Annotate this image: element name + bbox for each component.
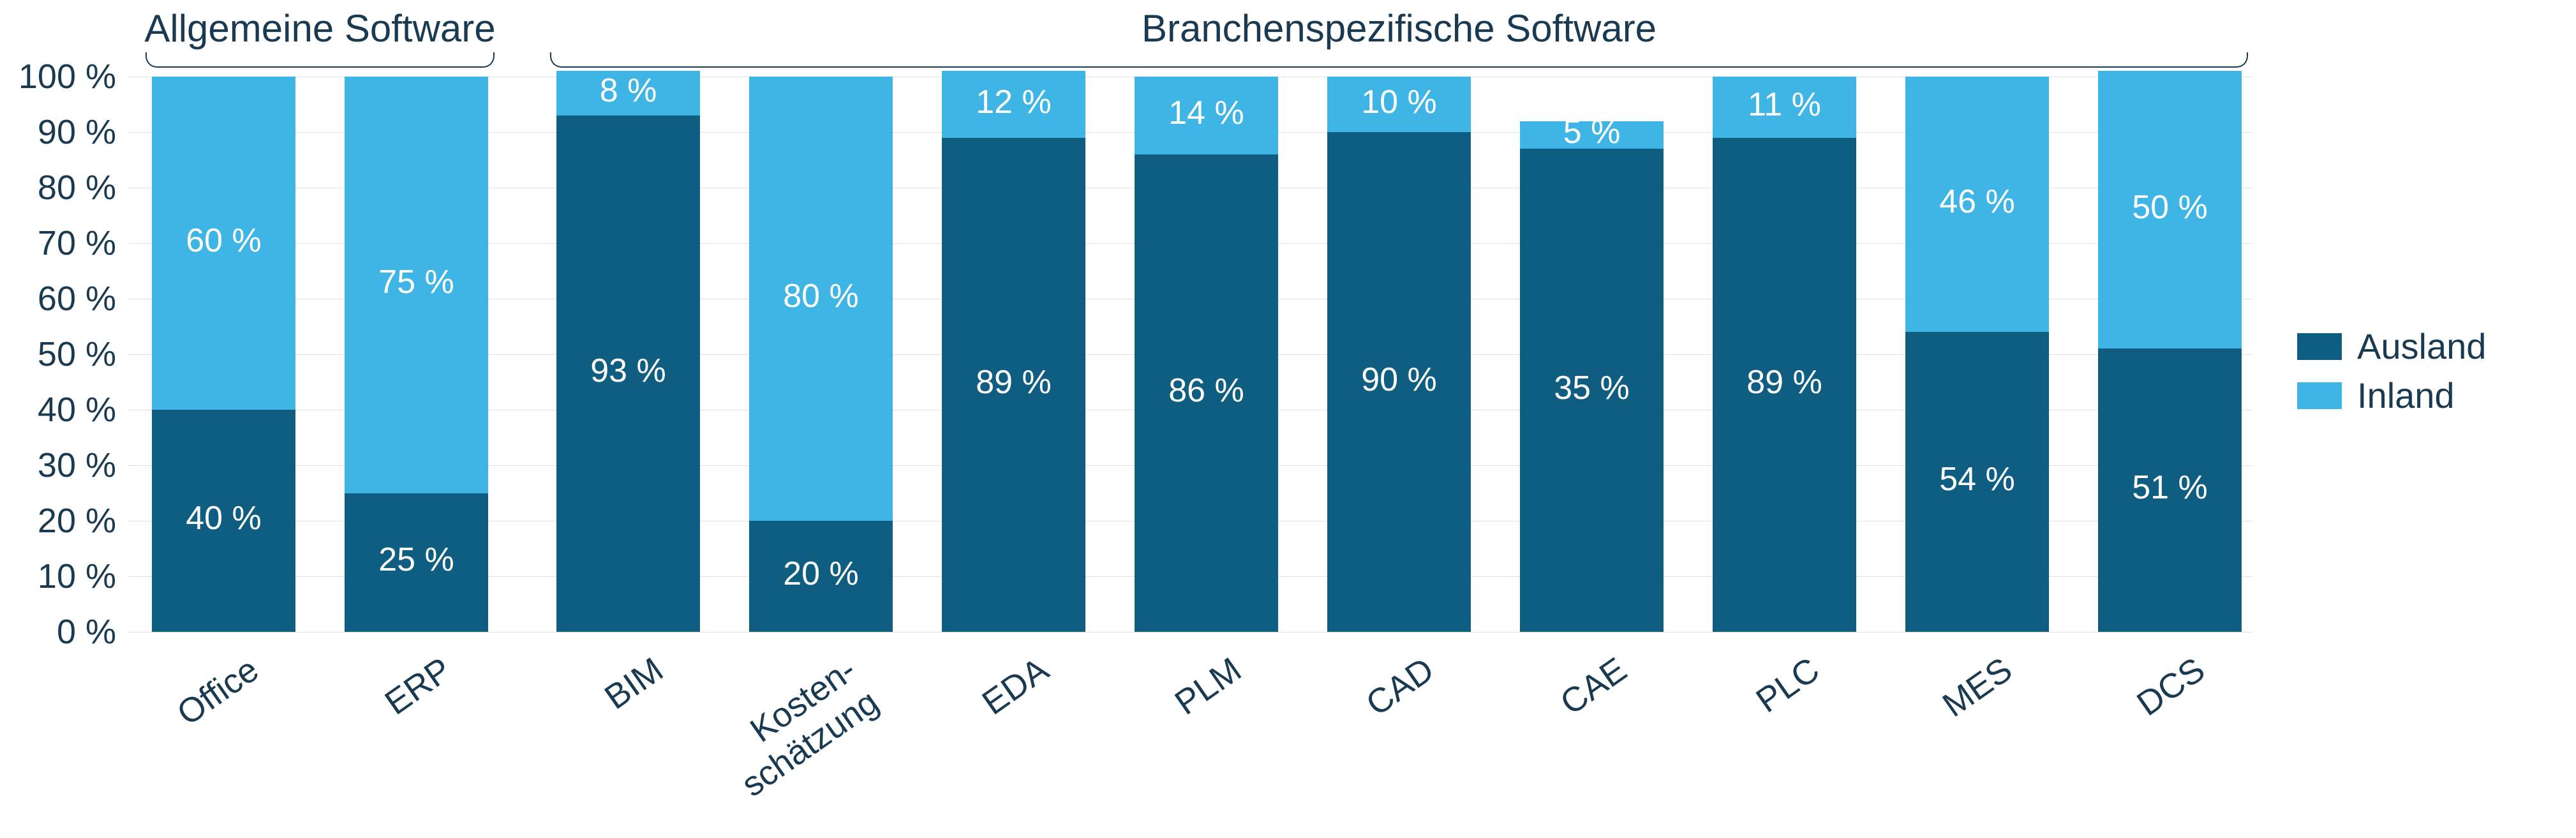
legend-swatch [2297, 333, 2342, 360]
bar: 54 % 46 % [1905, 77, 2049, 632]
group-label: Allgemeine Software [144, 6, 495, 50]
bar-segment-inland: 14 % [1135, 77, 1278, 154]
bar-segment-ausland: 89 % [1713, 138, 1856, 632]
bar-segment-ausland: 35 % [1520, 149, 1664, 632]
bar: 40 % 60 % [152, 77, 295, 632]
bar-segment-inland: 10 % [1327, 77, 1471, 132]
legend-swatch [2297, 382, 2342, 409]
group-bracket [550, 52, 2248, 68]
x-tick-label: BIM [480, 650, 670, 799]
bar-value-label: 14 % [1168, 94, 1244, 132]
legend-label: Inland [2357, 375, 2455, 416]
y-tick-label: 100 % [19, 57, 128, 96]
bar-value-label: 90 % [1361, 361, 1437, 399]
bar-value-label: 80 % [783, 277, 859, 315]
bar: 25 % 75 % [345, 77, 488, 632]
bar-value-label: 75 % [378, 263, 454, 301]
bar-segment-inland: 46 % [1905, 77, 2049, 332]
bar-segment-inland: 80 % [749, 77, 893, 521]
x-tick-label: ERP [268, 650, 458, 799]
bar: 89 % 11 % [1713, 77, 1856, 632]
bar-segment-inland: 8 % [556, 71, 700, 116]
legend-item: Inland [2297, 375, 2486, 416]
bar-segment-inland: 5 % [1520, 121, 1664, 149]
legend-item: Ausland [2297, 325, 2486, 367]
bar-value-label: 40 % [186, 499, 262, 537]
bar-value-label: 54 % [1939, 460, 2015, 498]
bar-segment-ausland: 90 % [1327, 132, 1471, 632]
group-label: Branchenspezifische Software [1142, 6, 1657, 50]
bar-value-label: 46 % [1939, 183, 2015, 221]
bar-value-label: 60 % [186, 221, 262, 260]
bar: 86 % 14 % [1135, 77, 1278, 632]
y-tick-label: 80 % [38, 168, 128, 207]
bar-value-label: 89 % [1746, 363, 1822, 401]
bar-segment-ausland: 20 % [749, 521, 893, 632]
x-tick-label: DCS [2021, 650, 2212, 799]
bar-value-label: 8 % [600, 71, 657, 110]
x-tick-label: Office [75, 650, 265, 799]
bar-segment-inland: 50 % [2098, 71, 2242, 348]
bar-value-label: 89 % [976, 363, 1052, 401]
bar-segment-inland: 75 % [345, 77, 488, 493]
x-tick-label: Kosten- schätzung [673, 650, 885, 832]
x-tick-label: CAE [1443, 650, 1634, 799]
y-tick-label: 60 % [38, 279, 128, 318]
y-tick-label: 50 % [38, 334, 128, 374]
bar-segment-ausland: 40 % [152, 410, 295, 632]
bar-segment-ausland: 25 % [345, 493, 488, 632]
group-bracket [145, 52, 495, 68]
bar-segment-ausland: 89 % [942, 138, 1085, 632]
legend-label: Ausland [2357, 325, 2486, 367]
y-tick-label: 90 % [38, 112, 128, 152]
bar-segment-inland: 11 % [1713, 77, 1856, 138]
bar: 35 % 5 % [1520, 77, 1664, 632]
bar: 90 % 10 % [1327, 77, 1471, 632]
y-tick-label: 0 % [57, 612, 128, 652]
x-tick-label: CAD [1251, 650, 1441, 799]
bar: 20 % 80 % [749, 77, 893, 632]
bar-value-label: 5 % [1563, 113, 1621, 151]
bar-value-label: 50 % [2132, 188, 2208, 227]
bar-value-label: 93 % [590, 352, 666, 390]
y-tick-label: 10 % [38, 557, 128, 596]
bar-segment-ausland: 86 % [1135, 154, 1278, 632]
x-tick-label: MES [1829, 650, 2019, 799]
y-tick-label: 20 % [38, 501, 128, 541]
plot-area: 0 %10 %20 %30 %40 %50 %60 %70 %80 %90 %1… [128, 77, 2252, 632]
bar-value-label: 20 % [783, 555, 859, 593]
stacked-bar-chart: 0 % 10 % 20 % 30 % 40 % 50 % 60 % 70 % 80 % 90 % 1… [0, 0, 2576, 838]
y-tick-label: 40 % [38, 390, 128, 430]
bar: 89 % 12 % [942, 77, 1085, 632]
bar-value-label: 11 % [1748, 86, 1821, 124]
bar: 51 % 50 % [2098, 77, 2242, 632]
bar-segment-inland: 12 % [942, 71, 1085, 137]
legend: Ausland Inland [2297, 325, 2486, 424]
bar: 93 %8 % [556, 77, 700, 632]
bar-value-label: 25 % [378, 541, 454, 579]
y-tick-label: 70 % [38, 223, 128, 263]
y-tick-label: 30 % [38, 445, 128, 485]
bar-value-label: 35 % [1554, 369, 1630, 407]
x-tick-label: PLM [1058, 650, 1248, 799]
x-tick-label: EDA [865, 650, 1055, 799]
x-tick-label: PLC [1636, 650, 1826, 799]
bar-segment-ausland: 93 % [556, 116, 700, 632]
bar-value-label: 86 % [1168, 371, 1244, 410]
bar-segment-ausland: 54 % [1905, 332, 2049, 632]
bar-value-label: 10 % [1361, 83, 1437, 121]
bar-segment-ausland: 51 % [2098, 348, 2242, 632]
bar-value-label: 51 % [2132, 468, 2208, 507]
bar-segment-inland: 60 % [152, 77, 295, 410]
bar-value-label: 12 % [976, 83, 1052, 121]
